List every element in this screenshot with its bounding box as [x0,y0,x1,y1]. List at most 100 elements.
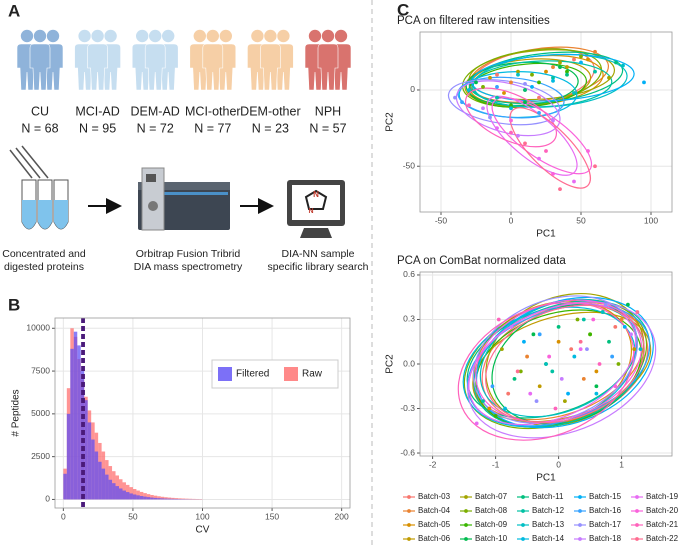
scatter-point [593,69,597,74]
histogram-bar [132,489,137,500]
scatter-point [490,384,495,389]
histogram-bar [164,497,168,500]
legend-label: Batch-10 [475,534,508,543]
scatter-point [531,332,536,337]
legend-dot [464,495,468,499]
x-tick-label: -50 [435,215,448,225]
histogram-bar [70,348,74,500]
x-tick-label: 1 [619,459,624,469]
confidence-ellipse [472,295,638,424]
confidence-ellipse [447,79,561,126]
scatter-point [537,80,541,85]
scatter-point [518,369,523,374]
x-tick-label: 0 [509,215,514,225]
scatter-point [495,72,499,77]
scatter-point [495,126,499,131]
legend-dot [407,509,411,513]
legend-dot [521,509,525,513]
x-tick-label: 150 [265,511,279,521]
scatter-point [558,60,562,65]
histogram-bar [153,497,158,500]
histogram-bar [164,498,168,500]
legend-swatch [284,367,298,381]
scatter-point [493,414,498,418]
confidence-ellipse [457,76,565,119]
scatter-point [551,118,555,123]
legend-label: Batch-03 [418,492,451,501]
scatter-point [488,75,492,80]
x-axis-title: CV [196,525,210,536]
scatter-point [467,103,471,108]
step-caption: DIA-NN sample [282,248,355,260]
scatter-point [632,347,637,352]
y-tick-label: 0.3 [403,314,415,324]
scatter-point [566,391,570,396]
y-axis-title: PC2 [385,354,396,374]
histogram-bar [119,488,123,500]
histogram-bar [136,495,140,500]
scatter-point [556,339,561,344]
scatter-point [467,88,471,92]
step-caption: Orbitrap Fusion Tribrid [136,248,241,260]
scatter-point [481,106,485,111]
group-count: N = 68 [21,121,58,135]
group-count: N = 95 [79,121,116,135]
svg-text:N: N [308,208,313,215]
x-tick-label: -2 [429,459,437,469]
confidence-ellipse [468,51,624,104]
scatter-point [613,384,618,389]
histogram-bar [91,439,95,500]
histogram-bar [63,473,67,500]
scatter-point [629,332,633,337]
scatter-point [626,302,630,307]
scatter-point [460,100,464,105]
scatter-point [553,406,558,411]
scatter-point [621,63,625,68]
legend-dot [521,537,525,541]
legend-dot [407,523,411,527]
step-caption: Concentrated and [2,248,86,260]
scatter-point [619,317,624,322]
legend-dot [635,495,639,499]
legend-label: Batch-04 [418,506,451,515]
scatter-point [481,399,485,403]
panel-border [419,31,673,213]
legend-dot [635,537,639,541]
panel-border [54,317,351,509]
plot-marks [457,292,657,441]
step-caption: specific library search [268,261,369,273]
histogram-bar [143,496,147,500]
group-label: NPH [315,104,341,118]
histogram-bar [150,494,154,500]
scatter-point [550,369,555,374]
scatter-point [537,156,541,161]
scatter-point [509,103,513,108]
scatter-point [565,65,569,69]
step-caption: digested proteins [4,261,84,273]
scatter-point [506,391,511,396]
scatter-point [495,85,499,89]
chart-title: PCA on ComBat normalized data [397,255,566,267]
legend-dot [578,495,582,499]
histogram-bar [115,486,120,500]
histogram-bar [160,498,165,500]
scatter-point [509,130,513,135]
scatter-point [528,391,533,396]
scatter-point [503,406,507,411]
legend-dot [635,523,639,527]
legend-dot [407,537,411,541]
y-tick-label: -50 [403,160,416,170]
legend-label: Batch-21 [646,520,679,529]
group-label: MCI-AD [75,104,119,118]
confidence-ellipse [509,107,591,189]
scatter-point [515,369,520,374]
histogram-bar [77,345,81,500]
confidence-ellipse [485,304,645,424]
histogram-bar [150,497,154,500]
scatter-point [551,171,555,176]
histogram-bar [157,498,161,500]
legend-dot [578,537,582,541]
scatter-point [575,317,580,322]
confidence-ellipse [491,97,593,175]
scatter-point [563,399,567,403]
